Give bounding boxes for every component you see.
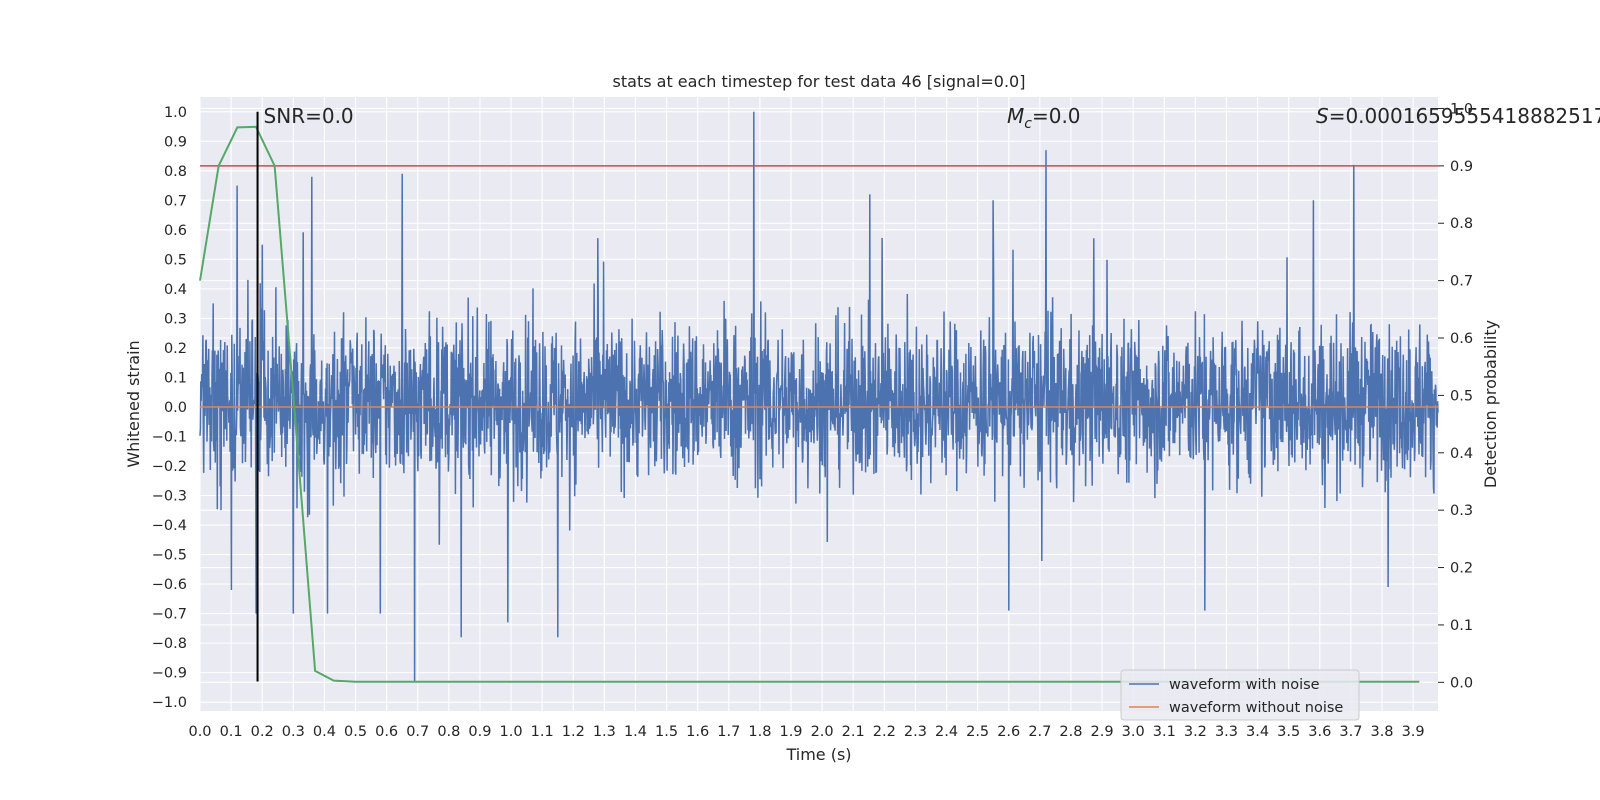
x-tick-label: 3.4 <box>1246 724 1269 740</box>
x-tick-label: 2.8 <box>1059 724 1082 740</box>
y-tick-label: −1.0 <box>152 695 187 711</box>
y2-tick-label: 0.7 <box>1450 274 1473 290</box>
legend-entry: waveform without noise <box>1169 700 1343 716</box>
y2-tick-label: 0.9 <box>1450 159 1473 175</box>
y2-tick-label: 0.3 <box>1450 503 1473 519</box>
mc-symbol: M <box>1007 104 1024 128</box>
x-tick-label: 2.4 <box>935 724 958 740</box>
x-tick-label: 2.9 <box>1091 724 1114 740</box>
x-tick-label: 0.8 <box>437 724 460 740</box>
y-tick-label: 0.0 <box>164 400 187 416</box>
legend: waveform with noise waveform without nois… <box>1120 669 1360 721</box>
x-tick-label: 0.7 <box>406 724 429 740</box>
x-tick-label: 2.3 <box>904 724 927 740</box>
x-tick-label: 1.0 <box>500 724 523 740</box>
snr-annotation: SNR=0.0 <box>264 104 354 128</box>
x-tick-label: 3.9 <box>1402 724 1425 740</box>
x-tick-label: 1.3 <box>593 724 616 740</box>
x-tick-label: 0.2 <box>251 724 274 740</box>
x-tick-label: 3.0 <box>1122 724 1145 740</box>
y-tick-label: −0.9 <box>152 666 187 682</box>
y2-tick-label: 0.4 <box>1450 446 1473 462</box>
x-tick-label: 2.6 <box>997 724 1020 740</box>
y2-tick-label: 0.0 <box>1450 675 1473 691</box>
series-line-waveform-with-noise <box>199 111 1439 682</box>
y-tick-label: 0.8 <box>164 164 187 180</box>
y-tick-label: 0.1 <box>164 370 187 386</box>
y2-tick-label: 0.2 <box>1450 561 1473 577</box>
y-tick-label: 0.5 <box>164 252 187 268</box>
s-symbol: S <box>1316 104 1329 128</box>
x-tick-label: 0.5 <box>344 724 367 740</box>
x-tick-label: 0.0 <box>188 724 211 740</box>
x-tick-label: 3.2 <box>1184 724 1207 740</box>
y-tick-label: 0.6 <box>164 223 187 239</box>
x-tick-label: 0.9 <box>468 724 491 740</box>
x-tick-label: 2.2 <box>873 724 896 740</box>
x-tick-label: 0.3 <box>282 724 305 740</box>
y2-tick-label: 0.1 <box>1450 618 1473 634</box>
y2-tick-label: 0.8 <box>1450 216 1473 232</box>
mc-value: =0.0 <box>1032 104 1081 128</box>
series-lines <box>199 111 1438 683</box>
y2-tick-label: 0.5 <box>1450 388 1473 404</box>
x-tick-label: 2.7 <box>1028 724 1051 740</box>
x-tick-label: 3.7 <box>1339 724 1362 740</box>
y-tick-label: −0.3 <box>152 489 187 505</box>
x-tick-label: 1.4 <box>624 724 647 740</box>
legend-box <box>1120 669 1360 721</box>
x-tick-label: 0.4 <box>313 724 336 740</box>
s-annotation: S=0.00016595554188825178 <box>1316 104 1600 128</box>
x-tick-label: 3.5 <box>1277 724 1300 740</box>
mc-subscript: c <box>1024 116 1032 132</box>
y2-axis-label: Detection probability <box>1481 320 1500 488</box>
y-tick-label: −0.2 <box>152 459 187 475</box>
x-tick-label: 3.3 <box>1215 724 1238 740</box>
y-axis-label: Whitened strain <box>124 340 143 467</box>
y-tick-label: 1.0 <box>164 105 187 121</box>
x-tick-label: 0.1 <box>220 724 243 740</box>
y-tick-label: 0.9 <box>164 134 187 150</box>
y-tick-label: −0.7 <box>152 607 187 623</box>
x-axis-label: Time (s) <box>785 745 851 764</box>
legend-entry: waveform with noise <box>1169 677 1320 693</box>
y-tick-label: −0.1 <box>152 429 187 445</box>
y-tick-label: 0.3 <box>164 311 187 327</box>
x-tick-label: 2.0 <box>811 724 834 740</box>
y-tick-label: −0.6 <box>152 577 187 593</box>
x-tick-label: 1.9 <box>779 724 802 740</box>
mc-annotation: Mc=0.0 <box>1007 104 1081 132</box>
x-tick-label: 1.7 <box>717 724 740 740</box>
x-tick-label: 3.8 <box>1370 724 1393 740</box>
x-tick-label: 1.8 <box>748 724 771 740</box>
y-tick-label: −0.4 <box>152 518 187 534</box>
y2-tick-label: 0.6 <box>1450 331 1473 347</box>
y-tick-label: −0.8 <box>152 636 187 652</box>
axes: 0.0 0.1 0.2 0.3 0.4 0.5 0.6 0.7 0.8 0.9 1.0 1.1 1.2 1… <box>152 101 1473 740</box>
y-tick-label: 0.4 <box>164 282 187 298</box>
x-tick-label: 2.5 <box>966 724 989 740</box>
x-tick-label: 0.6 <box>375 724 398 740</box>
x-tick-label: 1.1 <box>531 724 554 740</box>
chart-title: stats at each timestep for test data 46 … <box>613 72 1026 91</box>
y-tick-label: 0.2 <box>164 341 187 357</box>
series-waveform-with-noise <box>199 111 1439 682</box>
x-tick-label: 3.6 <box>1308 724 1331 740</box>
x-tick-label: 2.1 <box>842 724 865 740</box>
x-tick-label: 1.2 <box>562 724 585 740</box>
y-tick-label: −0.5 <box>152 548 187 564</box>
s-value: =0.00016595554188825178 <box>1329 104 1600 128</box>
x-tick-label: 3.1 <box>1153 724 1176 740</box>
y2-tick-label: 1.0 <box>1450 101 1473 117</box>
y-tick-label: 0.7 <box>164 193 187 209</box>
x-tick-label: 1.5 <box>655 724 678 740</box>
series-line-detection-probability <box>199 125 1420 683</box>
x-tick-label: 1.6 <box>686 724 709 740</box>
